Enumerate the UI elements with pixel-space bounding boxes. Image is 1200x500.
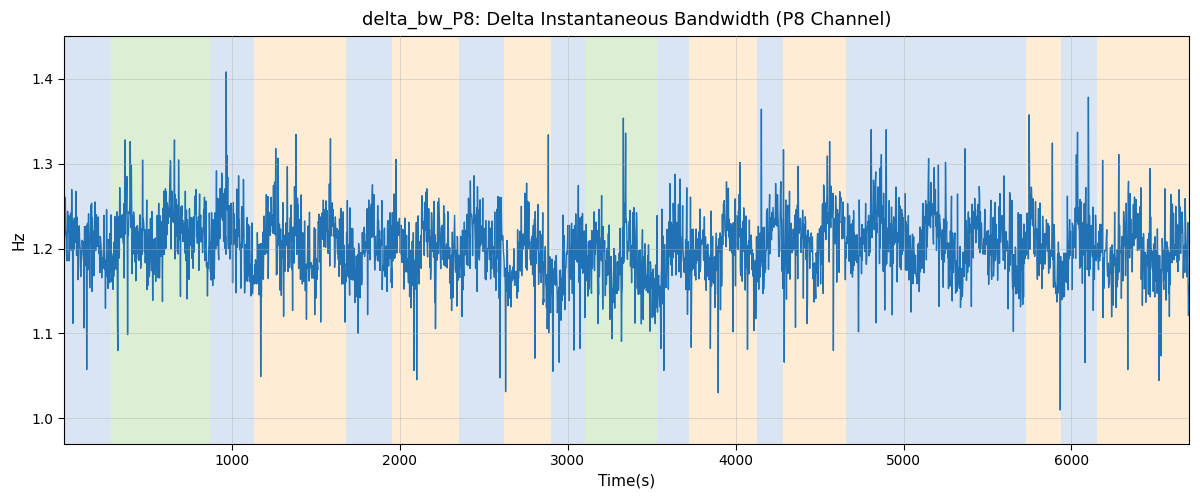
Bar — [584, 36, 656, 444]
Bar — [347, 36, 391, 444]
Y-axis label: Hz: Hz — [11, 230, 26, 250]
Bar — [656, 36, 689, 444]
Bar — [210, 36, 254, 444]
Bar — [551, 36, 584, 444]
Bar — [254, 36, 347, 444]
X-axis label: Time(s): Time(s) — [598, 474, 655, 489]
Bar — [1061, 36, 1097, 444]
Bar — [757, 36, 782, 444]
Bar — [65, 36, 112, 444]
Bar — [504, 36, 551, 444]
Bar — [689, 36, 757, 444]
Bar — [458, 36, 504, 444]
Bar — [112, 36, 210, 444]
Bar — [391, 36, 458, 444]
Bar — [1026, 36, 1061, 444]
Bar — [1097, 36, 1189, 444]
Bar — [782, 36, 846, 444]
Title: delta_bw_P8: Delta Instantaneous Bandwidth (P8 Channel): delta_bw_P8: Delta Instantaneous Bandwid… — [361, 11, 892, 30]
Bar — [846, 36, 1026, 444]
